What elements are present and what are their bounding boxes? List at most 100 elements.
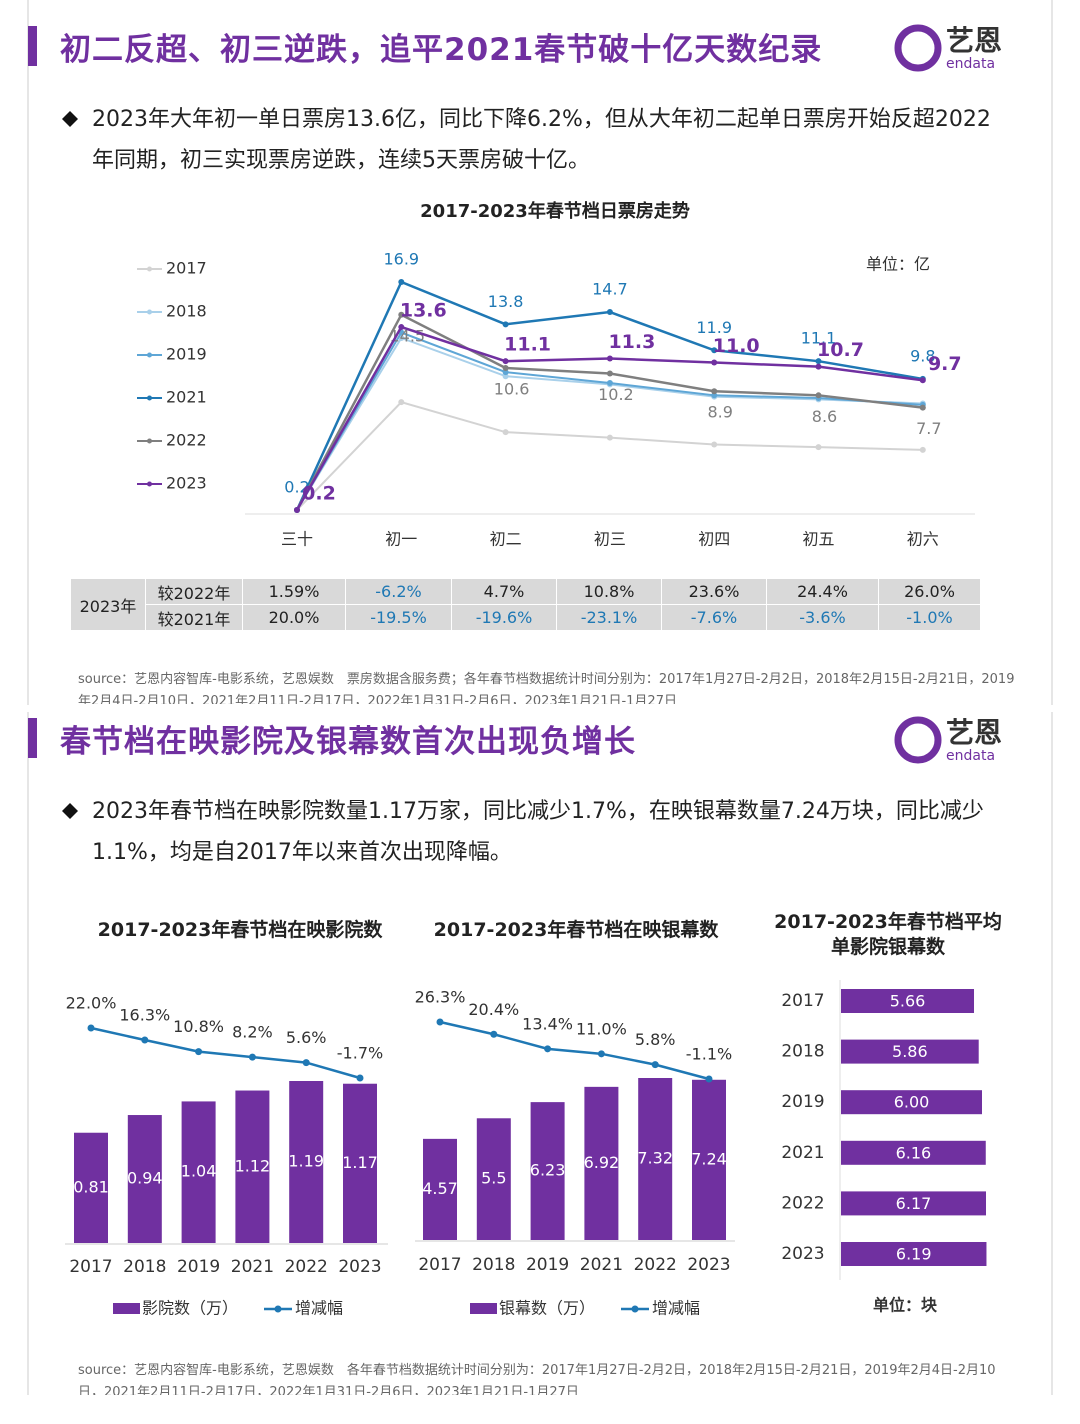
data-point — [711, 388, 718, 395]
data-point — [87, 1024, 95, 1032]
unit-label: 单位：亿 — [866, 255, 930, 274]
data-point — [502, 358, 509, 365]
data-point — [248, 1053, 256, 1061]
data-label: 10.7 — [817, 339, 864, 361]
legend-marker — [147, 395, 152, 401]
data-label: 16.9 — [383, 250, 419, 269]
legend-label: 2023 — [166, 474, 207, 493]
y-tick-label: 2019 — [781, 1092, 824, 1112]
bar-label: 6.92 — [584, 1153, 620, 1172]
data-label: 9.7 — [928, 353, 962, 375]
table-cell: 4.7% — [451, 578, 557, 605]
legend-marker — [274, 1305, 282, 1313]
slide-title: 春节档在映影院及银幕数首次出现负增长 — [60, 724, 636, 760]
x-tick-label: 2018 — [123, 1257, 166, 1277]
legend-label: 2021 — [166, 388, 207, 407]
legend-label: 2019 — [166, 345, 207, 364]
x-tick-label: 2023 — [338, 1257, 381, 1277]
series-line — [90, 1026, 361, 1080]
data-point — [294, 506, 300, 513]
legend-marker — [147, 352, 152, 358]
bar — [343, 1083, 377, 1243]
bar-label: 6.17 — [896, 1194, 932, 1213]
legend-label: 2017 — [166, 259, 207, 278]
table-cell: 较2021年 — [145, 604, 243, 631]
data-point — [606, 355, 613, 362]
x-tick-label: 初一 — [385, 530, 417, 549]
data-point — [711, 347, 718, 354]
comparison-table: 2023年 较2022年 1.59% -6.2% 4.7% 10.8% 23.6% 24.4%… — [70, 578, 981, 631]
data-label: -1.1% — [686, 1045, 732, 1064]
x-tick-label: 2023 — [687, 1255, 730, 1275]
y-tick-label: 2023 — [781, 1244, 824, 1264]
legend-marker — [147, 438, 152, 444]
bar-label: 6.16 — [896, 1143, 932, 1162]
x-tick-label: 2022 — [634, 1255, 677, 1275]
bar — [423, 1138, 457, 1240]
data-point — [398, 324, 405, 331]
table-cell: 1.59% — [242, 578, 346, 605]
table-cell: 较2022年 — [145, 578, 243, 605]
bar-label: 5.66 — [890, 992, 926, 1011]
data-label: 13.4% — [522, 1014, 573, 1033]
table-cell: -7.6% — [661, 604, 767, 631]
table-cell: -19.6% — [451, 604, 557, 631]
x-tick-label: 2017 — [418, 1255, 461, 1275]
data-label: 16.3% — [119, 1006, 170, 1025]
bar-label: 6.19 — [896, 1245, 932, 1264]
bar-label: 1.19 — [288, 1152, 324, 1171]
legend-label: 2022 — [166, 431, 207, 450]
data-label: 8.2% — [232, 1023, 273, 1042]
legend-swatch — [113, 1303, 140, 1314]
data-point — [815, 392, 822, 399]
data-point — [919, 377, 926, 384]
source-note: source：艺恩内容智库-电影系统，艺恩娱数 票房数据含服务费；各年春节档数据… — [78, 672, 1015, 704]
bar — [530, 1102, 565, 1240]
logo-mark — [894, 716, 942, 764]
logo-subtext: endata — [946, 56, 995, 72]
data-label: -1.7% — [337, 1044, 383, 1063]
logo: 艺恩 endata — [894, 24, 1002, 72]
bar-label: 0.94 — [127, 1169, 163, 1188]
table-cell: 2023年 — [70, 578, 146, 631]
data-point — [141, 1036, 149, 1044]
bar — [841, 1242, 987, 1266]
x-tick-label: 2022 — [285, 1257, 328, 1277]
legend-label: 影院数（万） — [142, 1299, 238, 1318]
table-cell: 20.0% — [242, 604, 346, 631]
table-cell: -23.1% — [556, 604, 662, 631]
bar-label: 6.23 — [530, 1161, 566, 1180]
bar-label: 1.17 — [342, 1153, 378, 1172]
bar-label: 5.5 — [481, 1169, 506, 1188]
data-label: 26.3% — [415, 988, 466, 1007]
x-tick-label: 2019 — [177, 1257, 220, 1277]
data-label: 9.8 — [910, 346, 935, 365]
bullet-icon — [62, 111, 78, 127]
data-point — [302, 1059, 310, 1067]
data-point — [711, 359, 718, 366]
bar — [692, 1079, 726, 1240]
data-point — [711, 441, 718, 448]
legend-label: 增减幅 — [295, 1299, 343, 1318]
bullet-text: 2023年春节档在映影院数量1.17万家，同比减少1.7%，在映银幕数量7.24… — [92, 799, 984, 865]
source-note: source：艺恩内容智库-电影系统，艺恩娱数 各年春节档数据统计时间分别为：2… — [78, 1363, 996, 1395]
table-cell: -1.0% — [878, 604, 981, 631]
bar — [181, 1101, 216, 1243]
x-tick-label: 初五 — [802, 530, 834, 549]
data-label: 20.4% — [468, 1000, 519, 1019]
bar — [841, 1140, 986, 1165]
data-point — [606, 370, 613, 377]
legend-label: 银幕数（万） — [499, 1299, 595, 1318]
chart-title: 2017-2023年春节档在映银幕数 — [433, 919, 719, 941]
legend-label: 增减幅 — [652, 1299, 700, 1318]
bar — [584, 1086, 619, 1240]
data-label: 8.9 — [707, 403, 732, 422]
data-point — [815, 444, 822, 451]
data-label: 8.6 — [812, 407, 837, 426]
logo-mark — [894, 24, 942, 72]
x-tick-label: 2021 — [231, 1257, 274, 1277]
table-cell: -3.6% — [766, 604, 879, 631]
bar-label: 7.32 — [637, 1149, 673, 1168]
data-point — [919, 404, 926, 411]
bar-label: 6.00 — [894, 1093, 930, 1112]
